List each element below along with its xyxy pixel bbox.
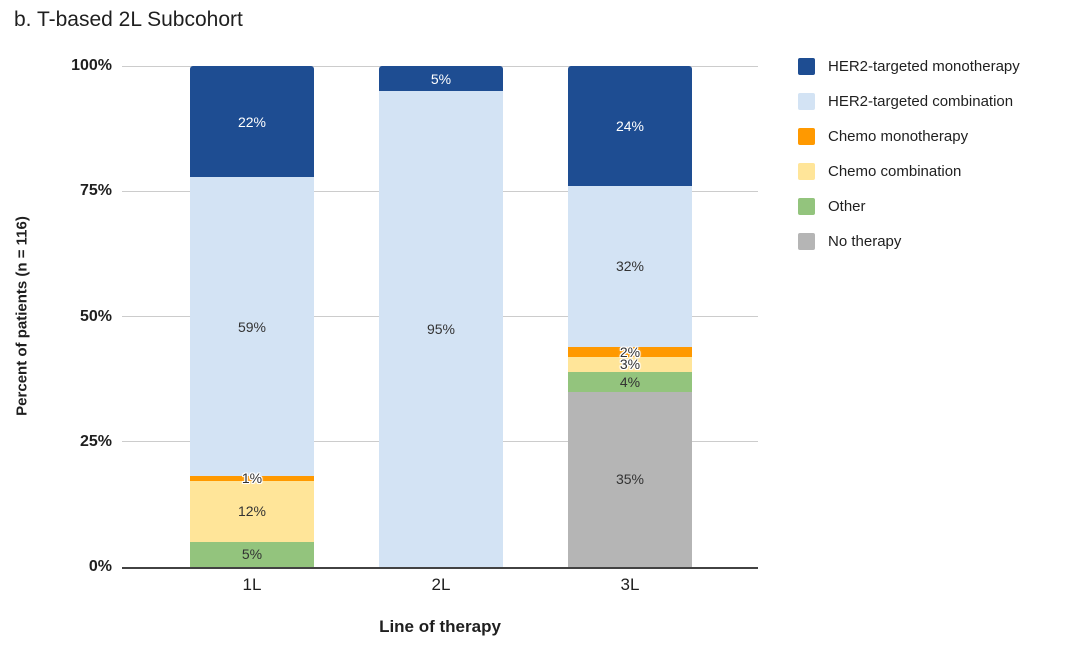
bar-segment: 1% — [190, 471, 314, 485]
bar-segment-label: 12% — [237, 503, 267, 520]
legend: HER2-targeted monotherapy HER2-targeted c… — [798, 58, 1020, 250]
legend-label: Other — [828, 198, 866, 215]
legend-item: HER2-targeted combination — [798, 93, 1020, 110]
bar-1l: 22% 59% 1% 12% 5% — [190, 66, 314, 567]
legend-swatch — [798, 93, 815, 110]
x-tick-label: 2L — [431, 575, 451, 594]
bar-segment: 2% — [568, 343, 692, 360]
bar-3l: 24% 32% 2% 3% 4% 35% — [568, 66, 692, 567]
bar-segment-label: 35% — [615, 471, 645, 488]
bar-segment: 95% — [379, 91, 503, 567]
bar-segment: 12% — [190, 480, 314, 542]
bar-segment: 4% — [568, 371, 692, 392]
bar-segment-label: 2% — [619, 343, 641, 360]
legend-item: Other — [798, 198, 1020, 215]
bar-segment-label: 3% — [619, 356, 641, 373]
plot-area: 22% 59% 1% 12% 5% 5% 95% 24% 32% 2% 3% 4% 35% — [122, 65, 758, 569]
y-axis-title: Percent of patients (n = 116) — [13, 216, 31, 416]
y-tick-label: 75% — [79, 182, 112, 200]
bar-segment-label: 95% — [426, 321, 456, 338]
bar-segment-label: 24% — [615, 118, 645, 135]
legend-swatch — [798, 198, 815, 215]
bar-segment-label: 22% — [237, 113, 267, 130]
legend-label: No therapy — [828, 233, 902, 250]
bar-2l: 5% 95% — [379, 66, 503, 567]
legend-label: Chemo combination — [828, 163, 962, 180]
legend-item: Chemo combination — [798, 163, 1020, 180]
y-tick-label: 25% — [79, 432, 112, 450]
legend-item: Chemo monotherapy — [798, 128, 1020, 145]
bar-segment: 5% — [379, 66, 503, 92]
bar-segment: 35% — [568, 391, 692, 567]
x-axis-tick-labels: 1L 2L 3L — [122, 575, 758, 597]
legend-label: HER2-targeted combination — [828, 93, 1014, 110]
bar-segment-label: 5% — [430, 70, 452, 87]
bar-segment-label: 59% — [237, 318, 267, 335]
legend-swatch — [798, 233, 815, 250]
y-tick-label: 50% — [79, 307, 112, 325]
y-tick-label: 0% — [88, 558, 112, 575]
bar-segment-label: 5% — [241, 546, 263, 563]
bar-segment: 32% — [568, 186, 692, 347]
legend-label: Chemo monotherapy — [828, 128, 969, 145]
bar-segment: 5% — [190, 541, 314, 567]
legend-swatch — [798, 128, 815, 145]
x-axis-title: Line of therapy — [379, 617, 501, 636]
bar-segment: 3% — [568, 356, 692, 373]
legend-swatch — [798, 58, 815, 75]
legend-label: HER2-targeted monotherapy — [828, 58, 1020, 75]
legend-item: HER2-targeted monotherapy — [798, 58, 1020, 75]
bar-segment-label: 4% — [619, 373, 641, 390]
bar-segment: 24% — [568, 66, 692, 187]
bar-segment: 59% — [190, 177, 314, 476]
bar-segment-label: 1% — [241, 470, 263, 487]
y-tick-label: 100% — [71, 57, 112, 74]
bar-segment-label: 32% — [615, 258, 645, 275]
legend-swatch — [798, 163, 815, 180]
chart-title: b. T-based 2L Subcohort — [14, 8, 243, 31]
legend-item: No therapy — [798, 233, 1020, 250]
x-tick-label: 3L — [620, 575, 640, 594]
bar-segment: 22% — [190, 66, 314, 178]
x-tick-label: 1L — [242, 575, 262, 594]
